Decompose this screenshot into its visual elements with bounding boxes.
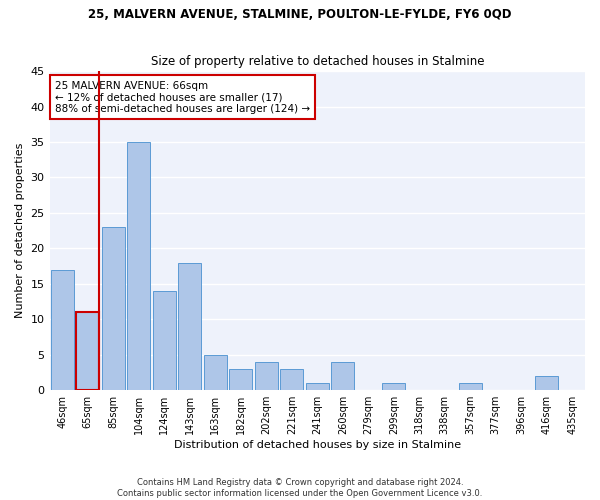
Bar [204, 354, 227, 390]
Text: 25, MALVERN AVENUE, STALMINE, POULTON-LE-FYLDE, FY6 0QD: 25, MALVERN AVENUE, STALMINE, POULTON-LE… [88, 8, 512, 20]
Bar [331, 362, 354, 390]
Text: Contains HM Land Registry data © Crown copyright and database right 2024.
Contai: Contains HM Land Registry data © Crown c… [118, 478, 482, 498]
Bar [153, 291, 176, 390]
Bar [51, 270, 74, 390]
Bar [102, 227, 125, 390]
Bar [178, 262, 201, 390]
Bar [280, 369, 303, 390]
X-axis label: Distribution of detached houses by size in Stalmine: Distribution of detached houses by size … [174, 440, 461, 450]
Bar [459, 383, 482, 390]
Bar [382, 383, 405, 390]
Bar [76, 312, 99, 390]
Bar [306, 383, 329, 390]
Bar [127, 142, 150, 390]
Bar [535, 376, 558, 390]
Bar [229, 369, 252, 390]
Bar [255, 362, 278, 390]
Text: 25 MALVERN AVENUE: 66sqm
← 12% of detached houses are smaller (17)
88% of semi-d: 25 MALVERN AVENUE: 66sqm ← 12% of detach… [55, 80, 310, 114]
Y-axis label: Number of detached properties: Number of detached properties [15, 143, 25, 318]
Title: Size of property relative to detached houses in Stalmine: Size of property relative to detached ho… [151, 56, 484, 68]
